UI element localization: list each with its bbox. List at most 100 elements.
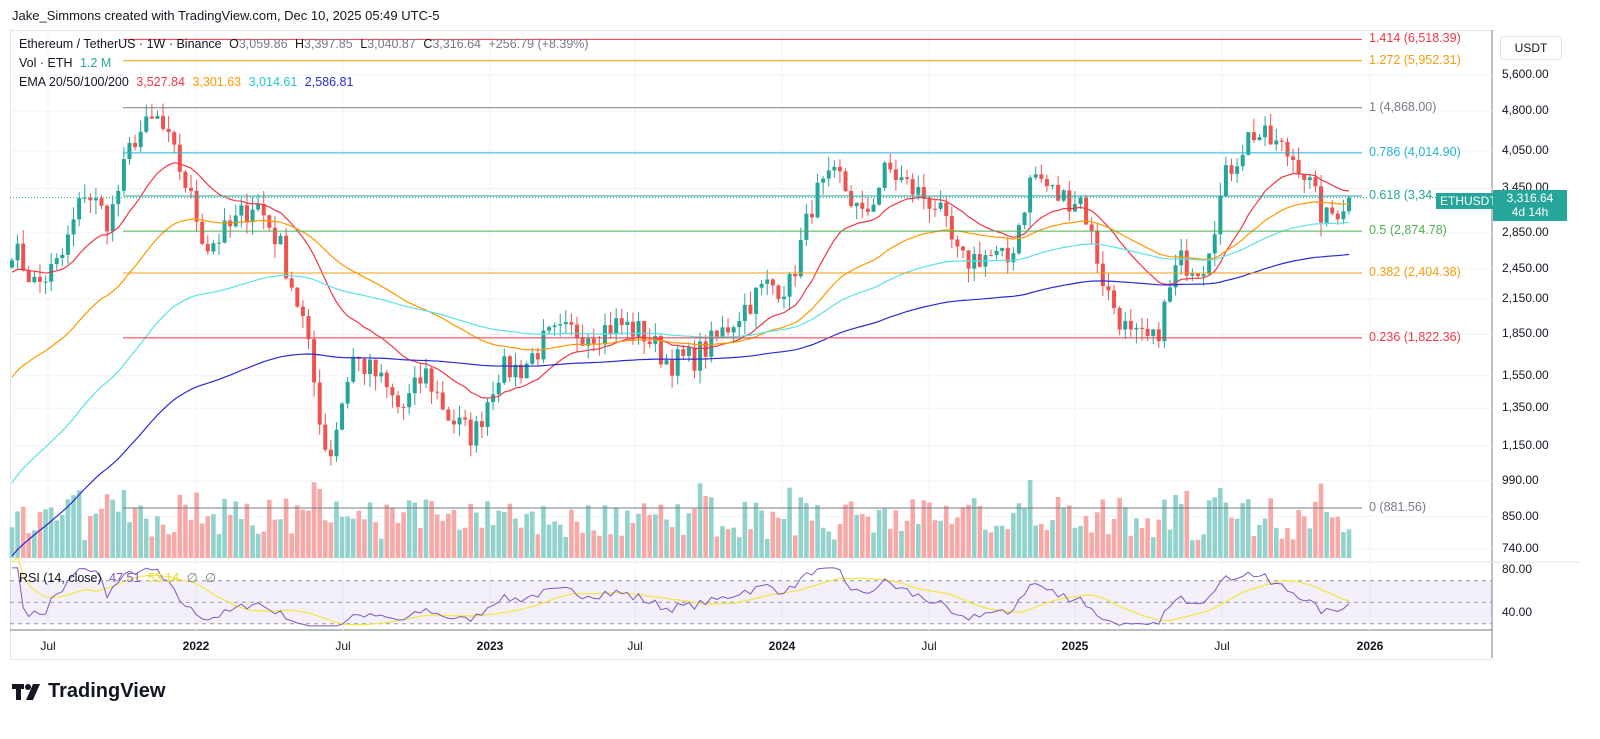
rsi-ma-line [11,556,1350,626]
volume-bar [384,504,390,558]
volume-bar [1139,528,1145,558]
volume-bar [1027,479,1033,558]
candle-body [189,187,194,191]
time-tick-label: 2022 [182,639,210,653]
volume-bar [647,514,653,558]
candle-body [552,325,557,328]
volume-bar [300,509,306,558]
chart-credit: Jake_Simmons created with TradingView.co… [12,8,440,23]
volume-bar [736,537,742,558]
candle-body [312,339,317,383]
volume-bar [1055,497,1061,558]
volume-bar [37,512,43,558]
volume-legend: Vol · ETH 1.2 M [19,56,115,70]
volume-bar [429,501,434,558]
ema100-value: 3,014.61 [248,75,298,89]
candle-body [250,209,255,223]
ema200-value: 2,586.81 [304,75,354,89]
candle-body [435,391,440,393]
price-tick-label: 5,600.00 [1502,67,1549,81]
volume-bar [1066,505,1072,558]
volume-bar [345,516,350,558]
volume-bar [1195,539,1201,558]
candle-body [1179,250,1184,266]
volume-bar [787,487,792,558]
candle-body [233,215,238,227]
candle-body [737,320,742,328]
currency-button[interactable]: USDT [1500,36,1562,60]
candle-body [368,359,373,375]
volume-bar [1162,499,1167,558]
volume-bar [697,483,703,558]
change-value: +256.79 (+8.39%) [488,37,589,51]
volume-bar [26,533,32,558]
volume-bar [1290,539,1296,558]
volume-bar [485,501,490,558]
candle-body [776,285,781,299]
candle-body [177,144,182,172]
volume-bar [591,530,597,558]
fib-level-label: 1.272 (5,952.31) [1369,52,1461,67]
volume-bar [367,502,373,558]
volume-bar [1005,529,1011,558]
volume-bar [893,510,899,558]
volume-bar [1184,490,1190,558]
volume-bar [244,503,250,558]
volume-bar [295,505,300,558]
candle-body [121,159,126,191]
candle-body [1167,287,1172,302]
candle-body [1089,224,1094,231]
volume-bar [680,534,686,558]
candle-body [742,304,747,321]
candle-body [1324,207,1329,223]
volume-bar [983,529,988,558]
volume-bar [233,501,239,558]
volume-bar [250,525,255,558]
candle-body [1039,174,1044,179]
volume-bar [955,517,960,558]
rsi-label: RSI (14, close) [19,571,102,585]
candle-body [37,276,42,282]
candle-body [630,321,635,337]
volume-bar [60,514,65,558]
candle-body [781,296,786,299]
candle-body [524,363,529,379]
symbol-name[interactable]: Ethereum / TetherUS · 1W · Binance [19,37,222,51]
candle-body [580,338,585,346]
volume-bar [121,489,127,558]
candle-body [1319,186,1324,223]
volume-bar [826,531,832,558]
volume-bar [9,527,15,558]
candle-body [1246,132,1251,155]
volume-bar [1234,518,1240,558]
volume-bar [1246,499,1251,558]
volume-bar [994,525,999,558]
volume-bar [630,522,636,558]
ema-legend: EMA 20/50/100/200 3,527.84 3,301.63 3,01… [19,75,357,89]
candle-body [65,234,70,255]
candle-body [317,382,322,425]
ema-label: EMA 20/50/100/200 [19,75,129,89]
volume-bar [999,525,1005,558]
volume-bar [557,524,563,558]
candle-body [105,205,110,232]
candle-body [961,246,966,251]
candle-body [502,356,507,383]
volume-bar [1206,500,1212,558]
candle-body [608,325,613,335]
candle-body [977,254,982,267]
candle-body [261,204,266,216]
candle-body [451,420,456,425]
high-label: H [295,37,305,51]
volume-bar [322,520,328,558]
volume-bar [1083,515,1089,558]
volume-bar [686,513,692,558]
candle-body [1162,301,1167,342]
tradingview-logo[interactable]: TradingView [12,680,165,703]
price-tick-label: 2,850.00 [1502,225,1549,240]
candle-body [21,243,26,271]
volume-bar [574,521,580,558]
candle-body [161,115,166,129]
ema20-line [11,162,1350,399]
